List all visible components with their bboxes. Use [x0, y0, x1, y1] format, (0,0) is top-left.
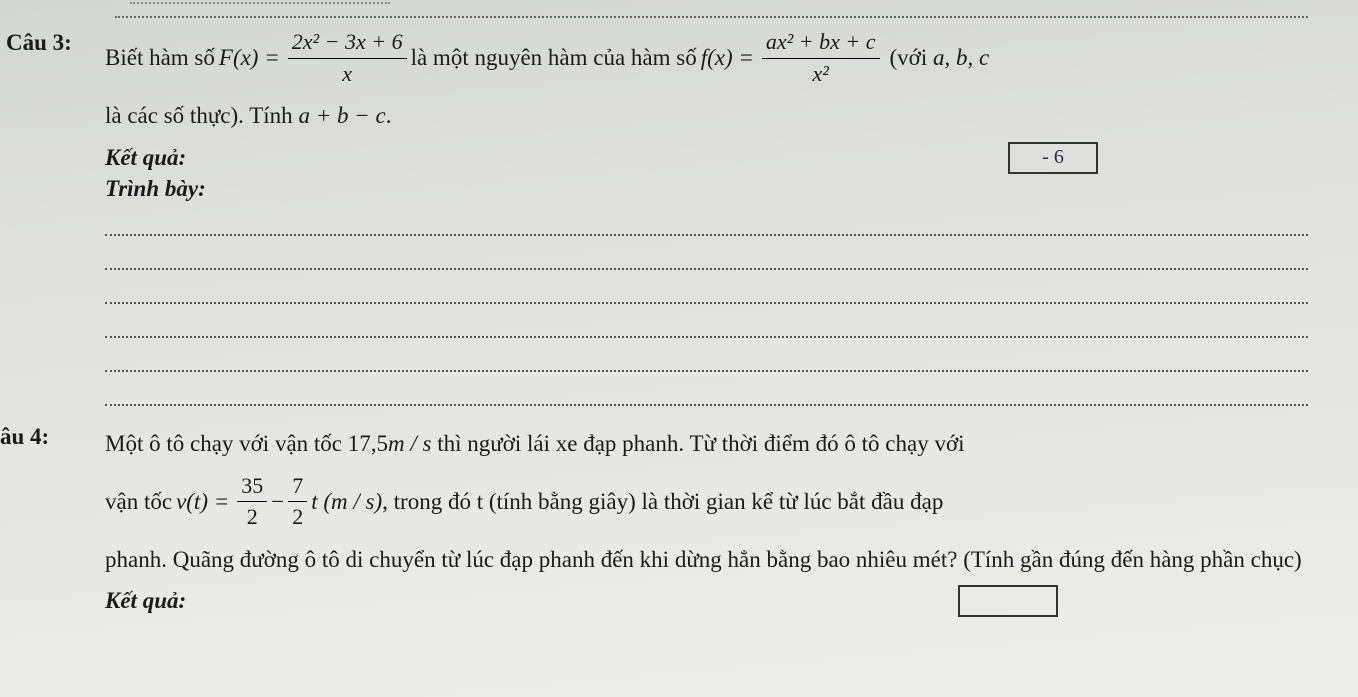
q3-work-line-5[interactable]	[105, 338, 1308, 372]
q4-l2-b: t (m / s)	[311, 487, 382, 517]
q4-l1-c: thì người lái xe đạp phanh. Từ thời điểm…	[431, 431, 964, 456]
q3-fx: f(x) =	[701, 43, 754, 73]
q4-l2-c: , trong đó t (tính bằng giây) là thời gi…	[382, 487, 943, 517]
q3-work-line-6[interactable]	[105, 372, 1308, 406]
q3-label: Câu 3:	[0, 28, 105, 56]
q4-fraction-2: 7 2	[288, 472, 307, 532]
q3-work-line-2[interactable]	[105, 236, 1308, 270]
q4-result-label: Kết quả:	[105, 588, 186, 614]
q4-frac1-num: 35	[237, 472, 267, 503]
q4-label: âu 4:	[0, 422, 105, 450]
prev-dotted-line	[115, 8, 1308, 18]
q3-fraction-1: 2x² − 3x + 6 x	[288, 28, 407, 88]
q3-Fx: F(x) =	[219, 43, 280, 73]
q4-vt: v(t) =	[176, 487, 229, 517]
q4-l2-a: vận tốc	[105, 487, 172, 517]
q3-line1: Biết hàm số F(x) = 2x² − 3x + 6 x là một…	[105, 28, 1318, 88]
q4-line2: vận tốc v(t) = 35 2 − 7 2 t (m / s) , tr…	[105, 472, 1318, 532]
q4-result-row: Kết quả:	[105, 585, 1318, 617]
q4-line3: phanh. Quãng đường ô tô di chuyển từ lúc…	[105, 538, 1318, 582]
q3-frac1-den: x	[338, 59, 356, 89]
q3-content: Biết hàm số F(x) = 2x² − 3x + 6 x là một…	[105, 28, 1358, 406]
q3-frac1-num: 2x² − 3x + 6	[288, 28, 407, 59]
q3-result-label: Kết quả:	[105, 145, 186, 171]
q4-l1-b: m / s	[388, 431, 431, 456]
q3-work-line-4[interactable]	[105, 304, 1308, 338]
q4-answer-box[interactable]	[958, 585, 1058, 617]
q4-minus: −	[271, 487, 284, 517]
q3-line2: là các số thực). Tính a + b − c.	[105, 94, 1318, 138]
q3-work-line-1[interactable]	[105, 202, 1308, 236]
q4-fraction-1: 35 2	[237, 472, 267, 532]
q3-result-row: Kết quả: - 6	[105, 142, 1318, 174]
q4-frac2-den: 2	[288, 502, 307, 532]
worksheet-page: { "q3": { "label": "Câu 3:", "line1_pre"…	[0, 0, 1358, 697]
q4-l1-a: Một ô tô chạy với vận tốc 17,5	[105, 431, 388, 456]
q3-answer-box[interactable]: - 6	[1008, 142, 1098, 174]
q4-frac1-den: 2	[243, 502, 262, 532]
q3-text-pre: Biết hàm số	[105, 43, 215, 73]
q3-text-mid: là một nguyên hàm của hàm số	[411, 43, 697, 73]
q3-frac2-den: x²	[809, 59, 833, 89]
q3-work-line-3[interactable]	[105, 270, 1308, 304]
q4-content: Một ô tô chạy với vận tốc 17,5m / s thì …	[105, 422, 1358, 618]
q3-fraction-2: ax² + bx + c x²	[762, 28, 880, 88]
question-3: Câu 3: Biết hàm số F(x) = 2x² − 3x + 6 x…	[0, 28, 1358, 406]
q3-trinhbay-label: Trình bày:	[105, 176, 1318, 202]
q4-frac2-num: 7	[288, 472, 307, 503]
prev-dotted-fragment	[130, 0, 390, 4]
question-4: âu 4: Một ô tô chạy với vận tốc 17,5m / …	[0, 422, 1358, 618]
q3-text-post: (với a, b, c	[890, 43, 990, 73]
q3-frac2-num: ax² + bx + c	[762, 28, 880, 59]
q4-line1: Một ô tô chạy với vận tốc 17,5m / s thì …	[105, 422, 1318, 466]
